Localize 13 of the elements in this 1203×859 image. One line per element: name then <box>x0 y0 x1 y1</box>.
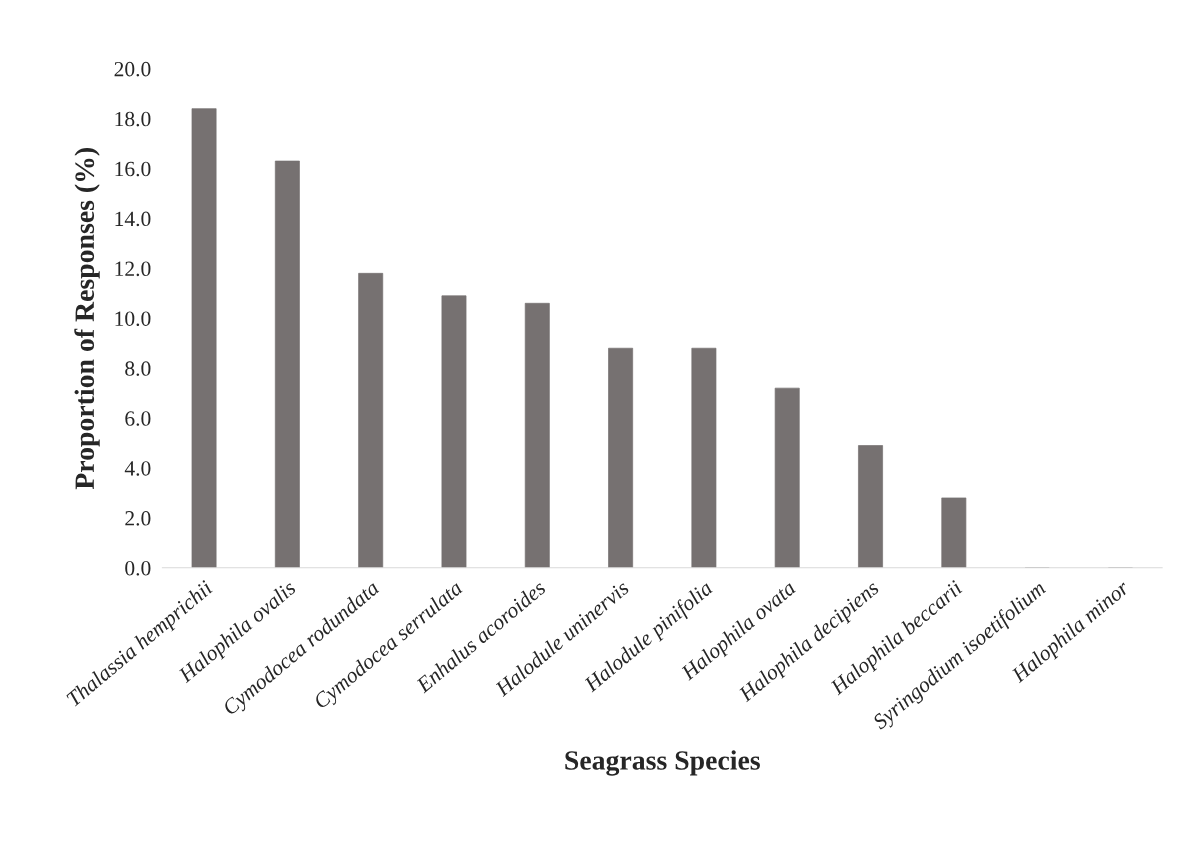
y-tick-label: 16.0 <box>115 161 151 177</box>
y-tick-label: 0.0 <box>125 560 151 576</box>
y-tick-label: 20.0 <box>114 61 151 77</box>
x-axis-title: Seagrass Species <box>565 750 760 776</box>
y-tick-label: 12.0 <box>115 261 151 277</box>
y-axis-title: Proportion of Responses (%) <box>74 148 100 490</box>
y-tick-label: 6.0 <box>125 411 151 426</box>
y-tick-label: 18.0 <box>115 111 151 127</box>
y-tick-label: 4.0 <box>124 461 151 476</box>
y-tick-label: 2.0 <box>125 511 151 526</box>
y-tick-label: 8.0 <box>125 361 151 376</box>
y-tick-label: 10.0 <box>115 311 151 327</box>
y-tick-label: 14.0 <box>115 211 151 227</box>
